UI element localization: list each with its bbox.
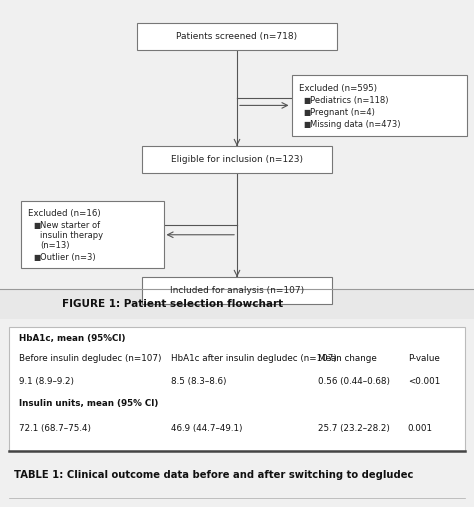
Text: insulin therapy: insulin therapy <box>40 231 103 240</box>
FancyBboxPatch shape <box>137 23 337 50</box>
FancyBboxPatch shape <box>142 277 332 304</box>
FancyBboxPatch shape <box>142 146 332 173</box>
Text: Patients screened (n=718): Patients screened (n=718) <box>176 32 298 41</box>
Text: 25.7 (23.2–28.2): 25.7 (23.2–28.2) <box>318 424 390 432</box>
Text: P-value: P-value <box>408 354 439 364</box>
Text: HbA1c, mean (95%CI): HbA1c, mean (95%CI) <box>19 334 126 343</box>
Text: FIGURE 1: Patient selection flowchart: FIGURE 1: Patient selection flowchart <box>62 300 283 309</box>
Text: 8.5 (8.3–8.6): 8.5 (8.3–8.6) <box>171 377 226 386</box>
Text: 0.001: 0.001 <box>408 424 433 432</box>
FancyBboxPatch shape <box>292 75 467 136</box>
Text: 46.9 (44.7–49.1): 46.9 (44.7–49.1) <box>171 424 242 432</box>
Text: Excluded (n=595): Excluded (n=595) <box>299 84 377 93</box>
Text: Pregnant (n=4): Pregnant (n=4) <box>310 108 375 117</box>
FancyBboxPatch shape <box>21 201 164 268</box>
Text: Pediatrics (n=118): Pediatrics (n=118) <box>310 96 389 105</box>
Text: HbA1c after insulin degludec (n=107): HbA1c after insulin degludec (n=107) <box>171 354 337 364</box>
Text: ■: ■ <box>303 120 310 129</box>
FancyBboxPatch shape <box>0 289 474 319</box>
Text: ■: ■ <box>33 221 40 230</box>
Text: Insulin units, mean (95% CI): Insulin units, mean (95% CI) <box>19 400 158 408</box>
Text: Mean change: Mean change <box>318 354 376 364</box>
Text: <0.001: <0.001 <box>408 377 440 386</box>
Text: ■: ■ <box>303 96 310 105</box>
Text: TABLE 1: Clinical outcome data before and after switching to degludec: TABLE 1: Clinical outcome data before an… <box>14 470 414 480</box>
Text: New starter of: New starter of <box>40 221 100 230</box>
Text: Before insulin degludec (n=107): Before insulin degludec (n=107) <box>19 354 162 364</box>
Text: Excluded (n=16): Excluded (n=16) <box>28 209 101 219</box>
Text: Outlier (n=3): Outlier (n=3) <box>40 253 96 262</box>
Text: ■: ■ <box>33 253 40 262</box>
FancyBboxPatch shape <box>9 327 465 451</box>
Text: Included for analysis (n=107): Included for analysis (n=107) <box>170 286 304 295</box>
Text: 72.1 (68.7–75.4): 72.1 (68.7–75.4) <box>19 424 91 432</box>
Text: Missing data (n=473): Missing data (n=473) <box>310 120 401 129</box>
Text: 0.56 (0.44–0.68): 0.56 (0.44–0.68) <box>318 377 390 386</box>
Text: Eligible for inclusion (n=123): Eligible for inclusion (n=123) <box>171 155 303 164</box>
Text: ■: ■ <box>303 108 310 117</box>
Text: 9.1 (8.9–9.2): 9.1 (8.9–9.2) <box>19 377 74 386</box>
Text: (n=13): (n=13) <box>40 241 70 250</box>
